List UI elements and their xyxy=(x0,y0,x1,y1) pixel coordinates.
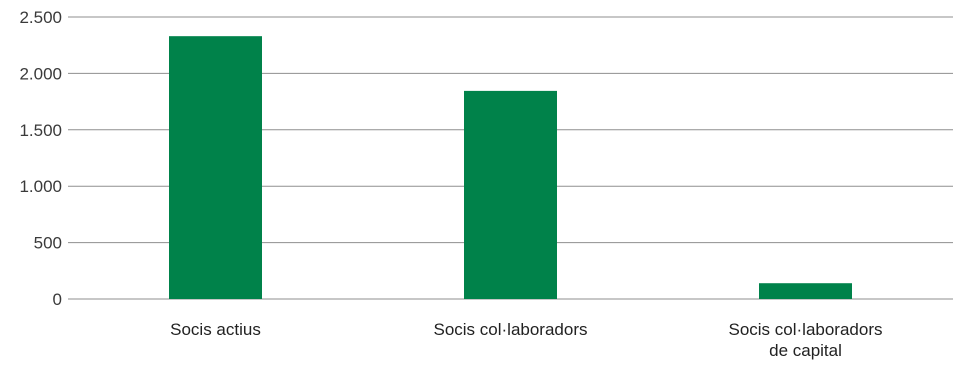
x-category-label-line: Socis actius xyxy=(170,320,261,339)
x-category-label: Socis actius xyxy=(170,320,261,339)
y-tick-label: 2.000 xyxy=(19,64,62,83)
y-tick-label: 1.000 xyxy=(19,177,62,196)
x-category-label: Socis col·laboradors de capital xyxy=(728,320,882,360)
bar xyxy=(169,36,262,300)
x-category-label-line: Socis col·laboradors xyxy=(433,320,587,339)
x-category-label: Socis col·laboradors xyxy=(433,320,587,339)
y-tick-label: 1.500 xyxy=(19,121,62,140)
y-tick-label: 0 xyxy=(53,290,62,309)
x-category-label-line: de capital xyxy=(769,341,842,360)
y-axis-ticks: 0 500 1.000 1.500 2.000 2.500 xyxy=(19,8,62,309)
bars xyxy=(169,36,852,300)
bar xyxy=(759,283,852,299)
x-category-label-line: Socis col·laboradors xyxy=(728,320,882,339)
bar xyxy=(464,90,557,299)
x-axis-labels: Socis actius Socis col·laboradors Socis co… xyxy=(170,320,882,360)
y-tick-label: 2.500 xyxy=(19,8,62,27)
y-tick-label: 500 xyxy=(34,234,62,253)
